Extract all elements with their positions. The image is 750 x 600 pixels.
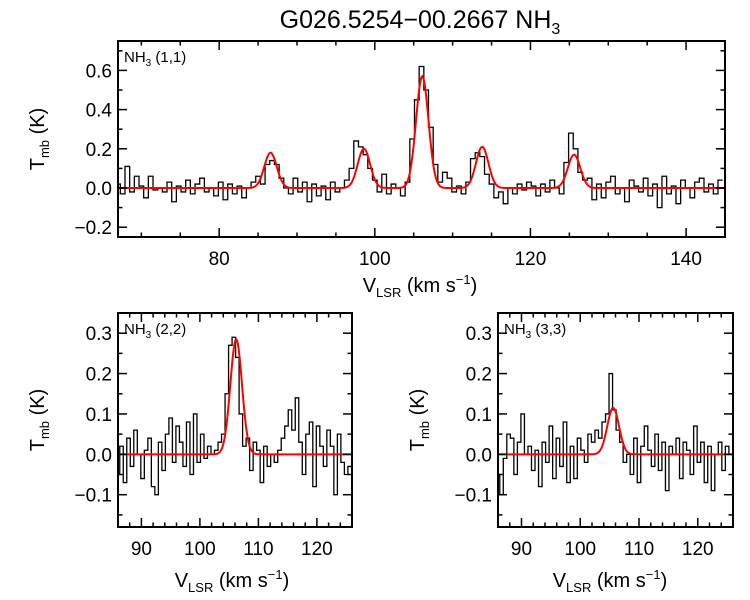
x-title-main: V (553, 570, 567, 592)
y-tick-label: −0.2 (74, 218, 112, 239)
figure-title: G026.5254−00.2667 NH3 (280, 6, 561, 38)
panel-label-sub: 3 (146, 58, 152, 69)
x-title-sub: LSR (566, 580, 591, 595)
y-tick-label: 0.6 (86, 61, 112, 82)
y-title-main: T (27, 158, 49, 170)
panel-label-main: NH (124, 49, 146, 66)
panel-label-sub: 3 (146, 330, 152, 341)
x-tick-label: 90 (131, 539, 152, 560)
x-axis-title: VLSR (km s−1) (363, 272, 478, 300)
y-title-sub: mb (37, 140, 52, 158)
y-tick-label: 0.0 (86, 445, 112, 466)
y-tick-label: 0.3 (466, 324, 492, 345)
gaussian-fit (118, 337, 352, 456)
y-tick-label: 0.0 (466, 445, 492, 466)
y-tick-label: 0.1 (86, 405, 112, 426)
x-tick-label: 140 (670, 249, 702, 270)
panel-3: 90 100 110 120 −0.1 0.0 0.1 0.2 0.3 NH3 (3,3) VLSR… (407, 312, 734, 595)
y-title-rest: (K) (27, 108, 49, 140)
x-title-sub: LSR (376, 285, 401, 300)
y-title-sub: mb (37, 421, 52, 439)
panel-label: NH3 (3,3) (504, 321, 566, 341)
y-axis-title: Tmb (K) (407, 389, 432, 452)
y-title-rest: (K) (27, 389, 49, 421)
y-tick-label: 0.2 (466, 365, 492, 386)
x-tick-label: 120 (301, 539, 333, 560)
y-tick-label: −0.1 (454, 486, 492, 507)
gaussian-fit (118, 74, 725, 189)
x-tick-label: 110 (624, 539, 654, 560)
plot-frame (117, 40, 726, 238)
x-tick-label: 100 (564, 539, 596, 560)
y-title-rest: (K) (407, 389, 429, 421)
x-title-rest: (km s (401, 275, 455, 297)
x-title-sup: −1 (646, 567, 661, 582)
y-title-main: T (407, 439, 429, 451)
panel-label-rest: (2,2) (151, 321, 186, 338)
panel-label-sub: 3 (526, 330, 532, 341)
y-axis-title: Tmb (K) (27, 108, 52, 171)
panel-label-main: NH (504, 321, 526, 338)
y-tick-label: 0.2 (86, 365, 112, 386)
panel-label: NH3 (1,1) (124, 49, 186, 69)
x-tick-label: 120 (682, 539, 714, 560)
x-axis-title: VLSR (km s−1) (175, 567, 290, 595)
x-tick-label: 100 (184, 539, 216, 560)
x-tick-label: 100 (359, 249, 391, 270)
x-title-sup: −1 (456, 272, 471, 287)
x-tick-label: 90 (511, 539, 532, 560)
x-title-close: ) (471, 275, 478, 297)
panel-1: 80 100 120 140 −0.2 0.0 0.2 0.4 0.6 NH3 (1,1) VLSR… (27, 40, 726, 300)
observed-spectrum (498, 372, 733, 496)
x-title-rest: (km s (213, 570, 267, 592)
y-tick-label: 0.4 (86, 101, 113, 122)
x-tick-label: 120 (515, 249, 547, 270)
x-title-sup: −1 (268, 567, 283, 582)
x-title-sub: LSR (188, 580, 213, 595)
panel-2: 90 100 110 120 −0.1 0.0 0.1 0.2 0.3 NH3 (2,2) VLSR… (27, 312, 353, 595)
x-axis-title: VLSR (km s−1) (553, 567, 668, 595)
y-tick-label: 0.2 (86, 140, 112, 161)
y-tick-label: −0.1 (74, 486, 112, 507)
x-title-main: V (175, 570, 189, 592)
y-title-main: T (27, 439, 49, 451)
y-title-sub: mb (417, 421, 432, 439)
gaussian-fit (498, 406, 733, 456)
observed-spectrum (118, 336, 352, 496)
y-axis-title: Tmb (K) (27, 389, 52, 452)
y-tick-label: 0.1 (466, 405, 492, 426)
x-title-close: ) (283, 570, 290, 592)
x-title-close: ) (661, 570, 668, 592)
y-tick-label: 0.0 (86, 179, 112, 200)
x-tick-label: 80 (209, 249, 230, 270)
y-tick-label: 0.3 (86, 324, 112, 345)
panel-label-main: NH (124, 321, 146, 338)
panel-label-rest: (3,3) (531, 321, 566, 338)
x-title-rest: (km s (591, 570, 645, 592)
panel-label: NH3 (2,2) (124, 321, 186, 341)
x-tick-label: 110 (243, 539, 273, 560)
panel-label-rest: (1,1) (151, 49, 186, 66)
x-title-main: V (363, 275, 377, 297)
